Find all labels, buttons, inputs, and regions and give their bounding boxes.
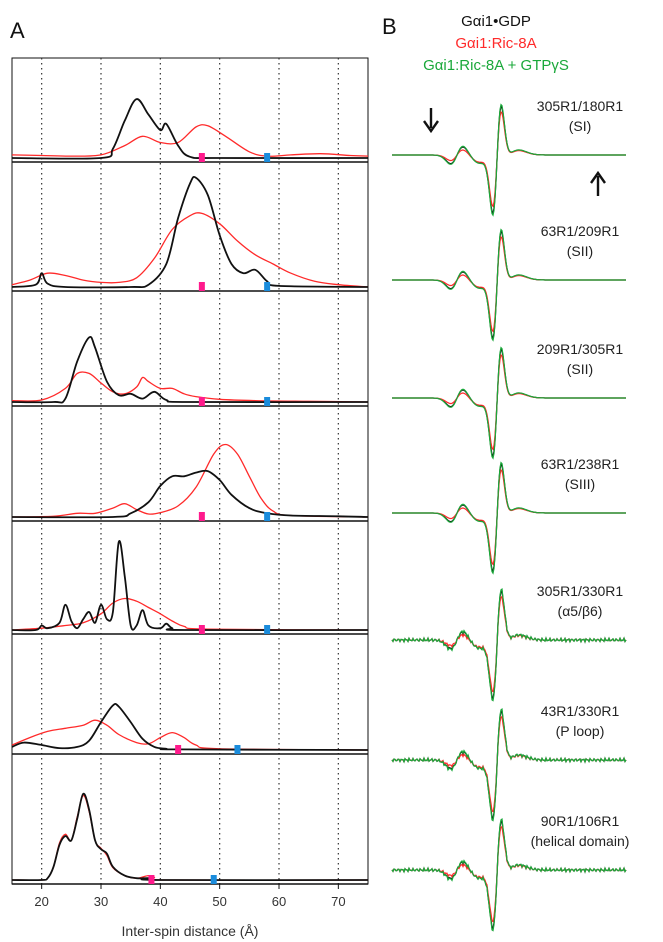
epr-green-7: [391, 818, 627, 932]
x-tick-label-40: 40: [153, 894, 167, 909]
trace-label-1: 305R1/180R1: [537, 98, 624, 114]
legend-entry-ric8a: Gαi1:Ric-8A: [455, 35, 536, 52]
epr-green-6: [391, 708, 627, 822]
panel-a-letter: A: [10, 18, 25, 43]
epr-trace-7: 90R1/106R1 (helical domain): [391, 813, 630, 932]
epr-trace-4: 63R1/238R1 (SIII): [392, 456, 626, 575]
distribution-row-2: [11, 176, 369, 292]
series-black-row-1: [11, 98, 369, 160]
marker-blue-row-4: [264, 512, 271, 521]
trace-sublabel-7: (helical domain): [531, 833, 630, 849]
x-tick-label-20: 20: [34, 894, 48, 909]
up-arrow-icon: [590, 170, 606, 196]
down-arrow-icon: [423, 108, 439, 134]
series-black-row-7: [11, 792, 369, 882]
marker-magenta-row-7: [148, 875, 155, 884]
marker-blue-row-1: [264, 153, 271, 162]
epr-trace-3: 209R1/305R1 (SII): [392, 341, 626, 460]
trace-label-3: 209R1/305R1: [537, 341, 624, 357]
panel-a-rows: [11, 98, 369, 885]
series-black-row-5: [11, 540, 369, 632]
distribution-row-3: [11, 335, 369, 407]
series-black-row-3: [11, 335, 369, 404]
epr-trace-1: 305R1/180R1 (SI): [392, 98, 626, 217]
panel-b-epr-spectra: Gαi1•GDP Gαi1:Ric-8A Gαi1:Ric-8A + GTPγS…: [391, 13, 630, 932]
panel-a-distance-distributions: 20 30 40 50 60 70 Inter-spin distance (Å): [11, 57, 369, 939]
trace-sublabel-5: (α5/β6): [558, 603, 603, 619]
x-tick-label-30: 30: [94, 894, 108, 909]
series-black-row-4: [11, 469, 369, 519]
series-red-row-6: [11, 719, 369, 751]
distribution-row-1: [11, 98, 369, 163]
epr-green-1: [392, 103, 626, 217]
trace-sublabel-2: (SII): [567, 243, 593, 259]
distribution-row-6: [11, 703, 369, 755]
marker-magenta-row-3: [198, 397, 205, 406]
epr-green-5: [391, 588, 627, 702]
x-tick-label-60: 60: [272, 894, 286, 909]
x-tick-label-50: 50: [212, 894, 226, 909]
series-black-row-2: [11, 176, 369, 289]
epr-trace-2: 63R1/209R1 (SII): [392, 223, 626, 342]
marker-magenta-row-2: [198, 282, 205, 291]
trace-label-5: 305R1/330R1: [537, 583, 624, 599]
marker-magenta-row-5: [198, 625, 205, 634]
series-black-row-6: [11, 703, 369, 751]
epr-green-4: [392, 461, 626, 575]
trace-label-4: 63R1/238R1: [541, 456, 620, 472]
epr-green-3: [392, 346, 626, 460]
legend-entry-ric8a-gtpgs: Gαi1:Ric-8A + GTPγS: [423, 57, 569, 74]
x-axis-title: Inter-spin distance (Å): [122, 923, 259, 939]
trace-label-7: 90R1/106R1: [541, 813, 620, 829]
trace-sublabel-3: (SII): [567, 361, 593, 377]
distribution-row-4: [11, 443, 369, 522]
trace-sublabel-4: (SIII): [565, 476, 595, 492]
legend-entry-gdp: Gαi1•GDP: [461, 13, 531, 30]
marker-magenta-row-4: [198, 512, 205, 521]
series-red-row-7: [11, 794, 369, 881]
marker-blue-row-5: [264, 625, 271, 634]
trace-label-2: 63R1/209R1: [541, 223, 620, 239]
x-tick-label-70: 70: [331, 894, 345, 909]
trace-label-6: 43R1/330R1: [541, 703, 620, 719]
panel-b-traces: 305R1/180R1(SI)63R1/209R1(SII)209R1/305R…: [391, 98, 630, 932]
series-red-row-5: [11, 597, 369, 631]
marker-blue-row-2: [264, 282, 271, 291]
trace-sublabel-1: (SI): [569, 118, 592, 134]
distribution-row-5: [11, 540, 369, 635]
epr-green-2: [392, 228, 626, 342]
marker-magenta-row-1: [198, 153, 205, 162]
series-red-row-1: [11, 124, 369, 157]
series-red-row-3: [11, 371, 369, 403]
panel-a-x-axis: 20 30 40 50 60 70: [34, 884, 346, 909]
panel-b-letter: B: [382, 14, 397, 39]
distribution-row-7: [11, 792, 369, 885]
marker-blue-row-6: [234, 745, 241, 754]
series-red-row-4: [11, 443, 369, 518]
epr-trace-6: 43R1/330R1 (P loop): [391, 703, 627, 822]
marker-magenta-row-6: [175, 745, 182, 754]
series-red-row-2: [11, 212, 369, 288]
trace-sublabel-6: (P loop): [556, 723, 605, 739]
epr-trace-5: 305R1/330R1 (α5/β6): [391, 583, 627, 702]
marker-blue-row-7: [210, 875, 217, 884]
marker-blue-row-3: [264, 397, 271, 406]
